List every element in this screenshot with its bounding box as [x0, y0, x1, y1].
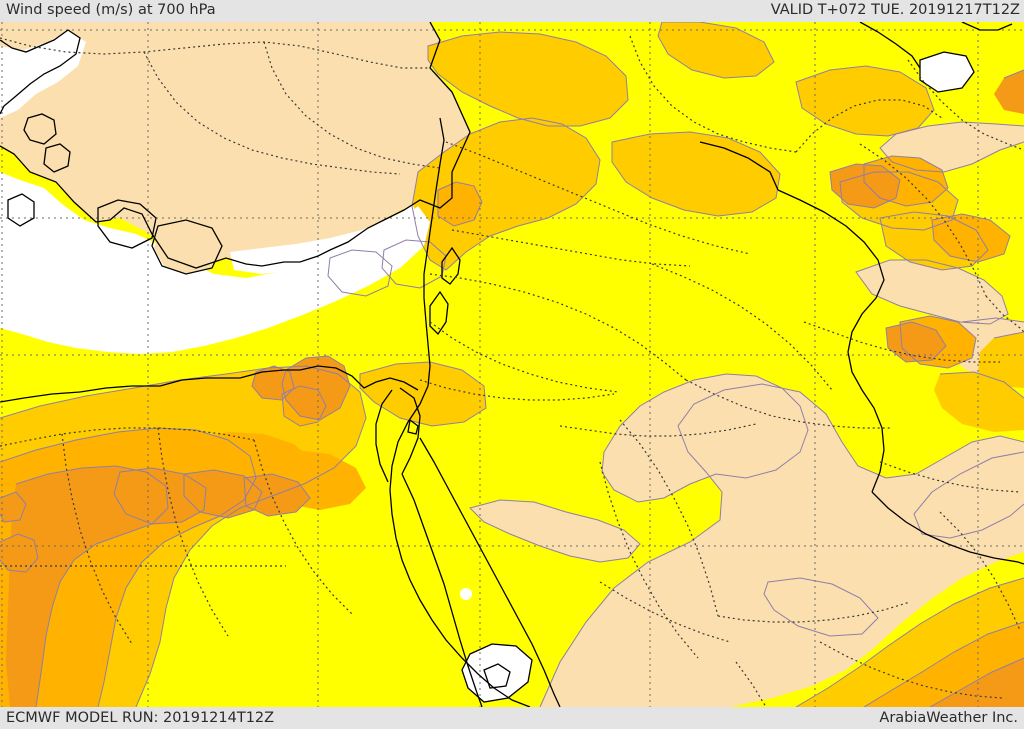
valid-time-label: VALID T+072 TUE. 20191217T12Z [770, 2, 1020, 18]
header-bar: Wind speed (m/s) at 700 hPa VALID T+072 … [0, 0, 1024, 22]
peach-arabia-central [602, 374, 808, 502]
orange-west-edge2 [0, 492, 26, 522]
peach-redsea-coast [470, 500, 640, 562]
peach-greece [0, 22, 70, 52]
orange-oman-peak [930, 658, 1024, 707]
gold-ne-1 [796, 66, 934, 136]
gold-syria-east [612, 132, 780, 216]
gold-ne-5 [934, 372, 1024, 432]
peach-gulf-east [914, 452, 1024, 538]
national-borders [0, 35, 1024, 707]
brand-label: ArabiaWeather Inc. [879, 710, 1018, 726]
map-viewport[interactable] [0, 22, 1024, 707]
peach-rubalkhali-n [764, 578, 878, 636]
orange-ne-3 [994, 70, 1024, 114]
coastlines [0, 22, 1024, 707]
orange-nile-delta-e [282, 356, 350, 420]
peach-anatolia [0, 22, 470, 268]
contour-lines [0, 22, 1024, 707]
coast-island [23, 113, 57, 145]
orange-egypt-peak4 [244, 474, 310, 516]
footer-bar: ECMWF MODEL RUN: 20191214T12Z ArabiaWeat… [0, 707, 1024, 729]
white-redsea-dot [460, 588, 472, 600]
orange-egypt-peak2 [114, 468, 206, 524]
white-med-basin [0, 172, 430, 354]
orange-west-edge [0, 534, 38, 572]
orange-egypt-peak3 [184, 470, 262, 518]
fill-band-orange-group [0, 70, 1024, 707]
peach-cyprus [154, 222, 222, 274]
page-title: Wind speed (m/s) at 700 hPa [6, 2, 216, 18]
orange-ne-1 [830, 164, 900, 208]
white-lake-van [920, 52, 974, 92]
weather-contour-map [0, 22, 1024, 707]
peach-iran-west [856, 260, 1008, 324]
gold-ne-4 [978, 332, 1024, 388]
amber-ne-3 [932, 214, 1010, 262]
amber-levant-core [438, 182, 482, 226]
gold-turkey-n [658, 22, 774, 78]
graticule [0, 22, 1024, 707]
orange-egypt-peak [6, 466, 168, 707]
white-south-coast [230, 204, 420, 274]
model-run-label: ECMWF MODEL RUN: 20191214T12Z [6, 710, 275, 726]
gold-se-turkey [428, 32, 628, 126]
